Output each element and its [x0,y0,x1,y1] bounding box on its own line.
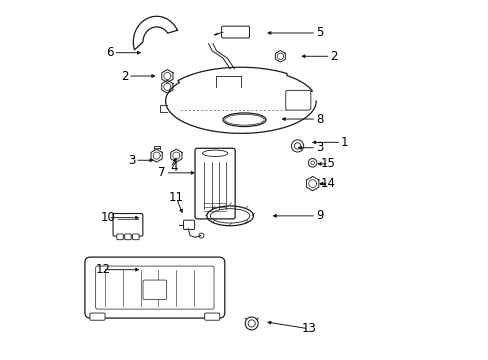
Text: 2: 2 [329,50,337,63]
Text: 8: 8 [315,113,323,126]
Text: 13: 13 [301,322,316,335]
Text: 15: 15 [321,157,335,170]
Circle shape [199,233,203,238]
Circle shape [308,158,316,167]
Circle shape [293,96,302,105]
Polygon shape [162,69,173,82]
Polygon shape [162,80,173,93]
Text: 9: 9 [315,210,323,222]
FancyBboxPatch shape [124,234,131,240]
Polygon shape [165,67,316,133]
FancyBboxPatch shape [117,234,123,240]
FancyBboxPatch shape [221,26,249,38]
Polygon shape [275,50,285,62]
Text: 12: 12 [96,263,110,276]
FancyBboxPatch shape [90,313,105,320]
Ellipse shape [202,150,227,157]
Text: 6: 6 [106,46,114,59]
FancyBboxPatch shape [85,257,224,318]
Polygon shape [306,176,318,191]
FancyBboxPatch shape [204,313,219,320]
Text: 1: 1 [340,136,348,149]
FancyBboxPatch shape [132,234,139,240]
Circle shape [310,161,314,165]
FancyBboxPatch shape [142,280,166,300]
Circle shape [291,140,303,152]
Polygon shape [151,149,162,162]
Text: 11: 11 [168,192,183,204]
Circle shape [247,320,255,327]
Text: 10: 10 [101,211,116,224]
Text: 14: 14 [320,177,335,190]
Polygon shape [133,16,177,50]
FancyBboxPatch shape [285,90,310,110]
Text: 3: 3 [315,141,323,154]
Text: 7: 7 [158,166,165,179]
Text: 3: 3 [128,154,135,167]
Text: 5: 5 [315,27,323,40]
Text: 4: 4 [170,161,178,174]
Circle shape [294,143,300,149]
Text: 2: 2 [121,69,128,82]
FancyBboxPatch shape [195,148,235,219]
FancyBboxPatch shape [183,220,194,229]
Circle shape [244,317,258,330]
Polygon shape [170,149,182,162]
FancyBboxPatch shape [113,213,142,236]
